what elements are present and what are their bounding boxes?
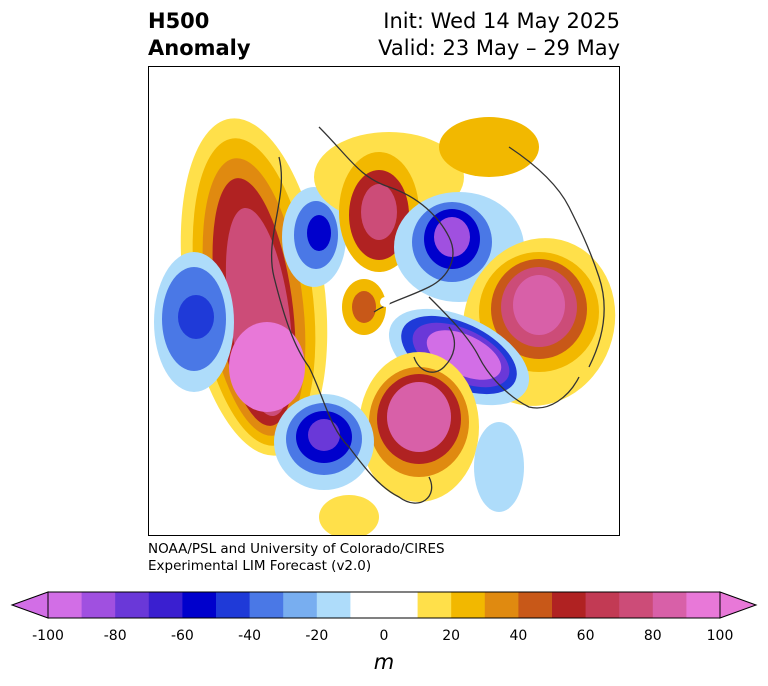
colorbar-cell [148,592,183,618]
colorbar-cell [552,592,587,618]
init-date: Init: Wed 14 May 2025 [383,9,620,33]
colorbar-cell [249,592,284,618]
colorbar-cell [283,592,318,618]
colorbar-cell [48,592,83,618]
colorbar-cell [652,592,687,618]
credit-product: Experimental LIM Forecast (v2.0) [148,558,372,574]
colorbar-tick-label: 20 [442,628,461,644]
credits: NOAA/PSL and University of Colorado/CIRE… [148,541,445,575]
colorbar-cell [417,592,452,618]
colorbar-cell [585,592,620,618]
colorbar-cell [518,592,553,618]
coastlines [270,126,605,504]
colorbar-tick-label: 80 [643,628,662,644]
colorbar-tick-label: 100 [706,628,734,644]
anomaly-map [148,66,620,536]
valid-range: Valid: 23 May – 29 May [378,36,620,60]
anomaly-positive-subtropics [319,495,379,535]
colorbar-cell [350,592,385,618]
anomaly-positive-e-north-america [359,352,524,512]
colorbar-cell [619,592,654,618]
colorbar-tick-label: -100 [32,628,64,644]
colorbar-tick-label: -40 [238,628,262,644]
colorbar-tick-label: 60 [576,628,595,644]
colorbar-tick-label: -20 [305,628,329,644]
colorbar-cell [384,592,419,618]
colorbar-cell [115,592,150,618]
anomaly-negative-w-us [274,394,374,490]
title-left: H500 Anomaly [148,8,251,62]
colorbar-tick-label: -80 [103,628,127,644]
title-variable: H500 [148,9,210,33]
colorbar [10,591,758,619]
title-subtitle: Anomaly [148,36,251,60]
colorbar-left-extend [10,591,49,619]
colorbar-outline [47,591,721,619]
colorbar-tick-label: 0 [379,628,389,644]
colorbar-tick-label: 40 [509,628,528,644]
colorbar-cell [686,592,721,618]
colorbar-unit: m [373,650,395,674]
colorbar-cell [316,592,351,618]
colorbar-cell [216,592,251,618]
colorbar-right-extend [719,591,758,619]
colorbar-cell [81,592,116,618]
colorbar-cell [451,592,486,618]
map-svg [154,117,616,535]
anomaly-negative-central-pacific [154,252,234,392]
anomaly-negative-w-canada [282,187,346,287]
title-right: Init: Wed 14 May 2025 Valid: 23 May – 29… [378,8,620,62]
colorbar-tick-label: -60 [170,628,194,644]
colorbar-cell [182,592,217,618]
colorbar-cell [484,592,519,618]
credit-org: NOAA/PSL and University of Colorado/CIRE… [148,541,445,557]
pole-marker [380,297,390,307]
